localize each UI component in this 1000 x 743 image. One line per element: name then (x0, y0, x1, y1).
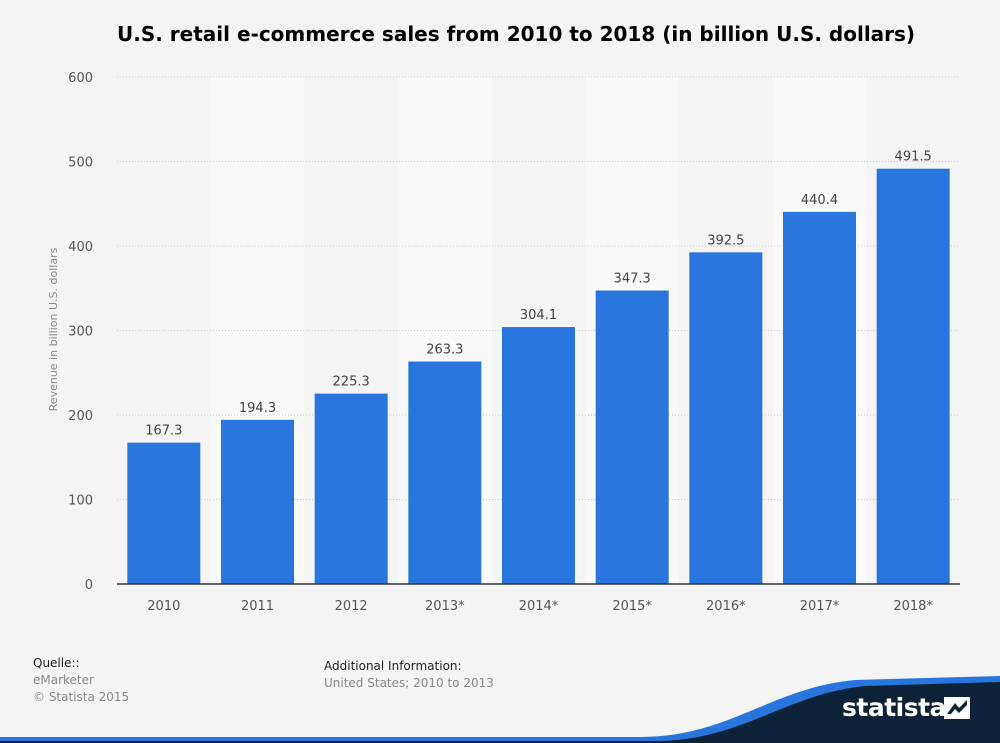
statista-logo-icon (944, 697, 970, 719)
additional-info-block: Additional Information: United States; 2… (324, 658, 494, 692)
chart-title: U.S. retail e-commerce sales from 2010 t… (117, 22, 916, 46)
bar-chart: 0 100 200 300 400 500 600 Revenue in billion U.… (47, 71, 960, 614)
y-tick-label: 400 (68, 240, 93, 255)
data-label: 167.3 (145, 424, 182, 439)
y-tick-label: 300 (68, 325, 93, 340)
bar (314, 393, 388, 584)
y-tick-label: 0 (85, 578, 93, 593)
x-tick-label: 2016* (706, 599, 746, 614)
data-label: 304.1 (520, 308, 557, 323)
bar (502, 327, 575, 584)
bar (783, 211, 856, 584)
statista-logo[interactable]: statista (842, 693, 946, 722)
data-label: 194.3 (239, 401, 276, 416)
x-tick-label: 2018* (893, 599, 933, 614)
x-tick-label: 2017* (800, 599, 840, 614)
bar (221, 419, 294, 584)
data-label: 392.5 (707, 233, 744, 248)
y-tick-label: 200 (68, 409, 93, 424)
x-tick-label: 2013* (425, 599, 465, 614)
source-line: eMarketer (33, 673, 94, 687)
source-block: Quelle:: eMarketer © Statista 2015 (33, 655, 129, 706)
bar (595, 290, 669, 584)
x-tick-label: 2011 (241, 599, 274, 614)
info-heading: Additional Information: (324, 659, 462, 673)
copyright-line: © Statista 2015 (33, 690, 130, 704)
bar (689, 252, 763, 584)
x-tick-label: 2015* (612, 599, 652, 614)
data-label: 347.3 (614, 272, 651, 287)
data-label: 225.3 (333, 375, 370, 390)
y-axis-label: Revenue in billion U.S. dollars (47, 247, 60, 411)
data-label: 491.5 (895, 150, 932, 165)
x-tick-label: 2014* (519, 599, 559, 614)
y-tick-label: 100 (68, 494, 93, 509)
source-heading: Quelle:: (33, 656, 80, 670)
bar (408, 361, 482, 584)
x-tick-label: 2010 (147, 599, 180, 614)
bar (127, 442, 201, 584)
info-text: United States; 2010 to 2013 (324, 676, 494, 690)
bar (876, 168, 950, 584)
data-label: 440.4 (801, 193, 838, 208)
x-tick-label: 2012 (335, 599, 368, 614)
y-tick-label: 500 (68, 156, 93, 171)
data-label: 263.3 (426, 343, 463, 358)
y-tick-label: 600 (68, 71, 93, 86)
